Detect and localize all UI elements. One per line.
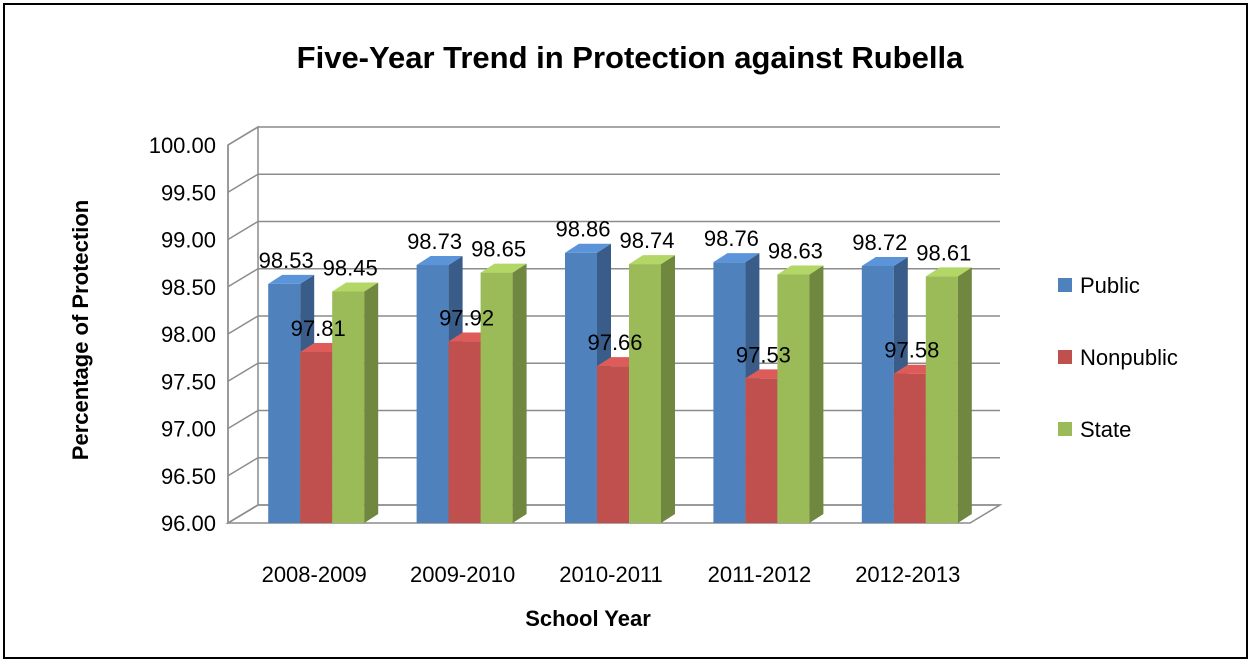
bar-front [713,262,746,523]
y-tick-label: 98.00 [161,322,216,347]
x-tick-label: 2010-2011 [559,562,663,587]
bar-side [957,267,972,523]
bar-top [861,256,908,266]
y-tick-label: 98.50 [161,275,216,300]
bar-front [629,264,661,523]
data-label: 98.45 [323,255,378,280]
legend-label: Public [1080,273,1140,298]
chart-title: Five-Year Trend in Protection against Ru… [297,40,964,75]
gridline [227,173,1000,193]
bar-state [629,255,675,523]
x-axis-title: School Year [525,606,651,631]
data-label: 97.58 [884,338,939,363]
bar-top [268,274,315,284]
bar-state [777,265,824,523]
bar-front [448,341,481,523]
bar-front [745,378,778,523]
x-axis-ticks: 2008-2009 2009-2010 2010-2011 2011-2012 2012… [262,562,961,587]
data-labels: 98.53 97.81 98.45 98.73 97.92 98.65 98.86 97.66… [259,217,972,368]
bar-top [713,253,760,263]
bar-state [332,282,379,523]
y-tick-label: 96.50 [161,464,216,489]
bar-side [512,263,527,523]
data-label: 97.81 [291,316,346,341]
x-tick-label: 2012-2013 [855,562,960,587]
bar-top [565,243,611,253]
legend-swatch [1058,350,1072,364]
y-axis-ticks: 96.00 96.50 97.00 97.50 98.00 98.50 99.00 99.50… [149,133,216,536]
bar-front [861,265,894,523]
gridline [227,126,1000,146]
legend-swatch [1058,278,1072,292]
bar-front [268,283,301,523]
x-tick-label: 2011-2012 [708,562,812,587]
data-label: 97.53 [736,342,791,367]
data-label: 98.61 [916,240,971,265]
data-label: 98.74 [619,228,674,253]
data-label: 98.86 [555,217,610,242]
y-axis-title: Percentage of Protection [68,200,93,460]
bar-front [597,366,629,523]
bars [268,243,972,524]
bar-front [300,351,333,523]
data-label: 97.92 [439,306,494,331]
y-tick-label: 97.50 [161,369,216,394]
y-tick-label: 99.50 [161,180,216,205]
bar-side [809,265,824,523]
legend-swatch [1058,422,1072,436]
data-label: 98.73 [407,229,462,254]
bar-front [565,252,597,524]
data-label: 98.63 [768,238,823,263]
x-tick-label: 2009-2010 [410,562,515,587]
bar-top [925,267,972,277]
bar-top [332,282,379,292]
legend-label: State [1080,417,1131,442]
bar-front [777,274,810,523]
bar-side [364,282,379,523]
bar-front [332,291,365,523]
legend-label: Nonpublic [1080,345,1178,370]
bar-top [416,256,463,266]
bar-public [861,256,908,523]
x-tick-label: 2008-2009 [262,562,367,587]
data-label: 98.53 [259,248,314,273]
bar-front [480,272,513,523]
data-label: 98.76 [704,226,759,251]
y-tick-label: 97.00 [161,417,216,442]
bar-top [629,255,675,265]
y-tick-label: 96.00 [161,511,216,536]
bar-top [777,265,824,275]
bar-front [416,265,449,523]
bar-state [480,263,527,523]
bar-state [925,267,972,523]
y-tick-label: 100.00 [149,133,216,158]
data-label: 97.66 [587,330,642,355]
bar-front [925,276,958,523]
bar-front [893,373,926,523]
y-tick-label: 99.00 [161,228,216,253]
gridline [227,220,1000,241]
legend: Public Nonpublic State [1058,273,1178,442]
bar-top [480,263,527,273]
chart-frame [3,3,1248,659]
data-label: 98.72 [852,230,907,255]
bar-side [661,255,675,523]
data-label: 98.65 [471,237,526,262]
